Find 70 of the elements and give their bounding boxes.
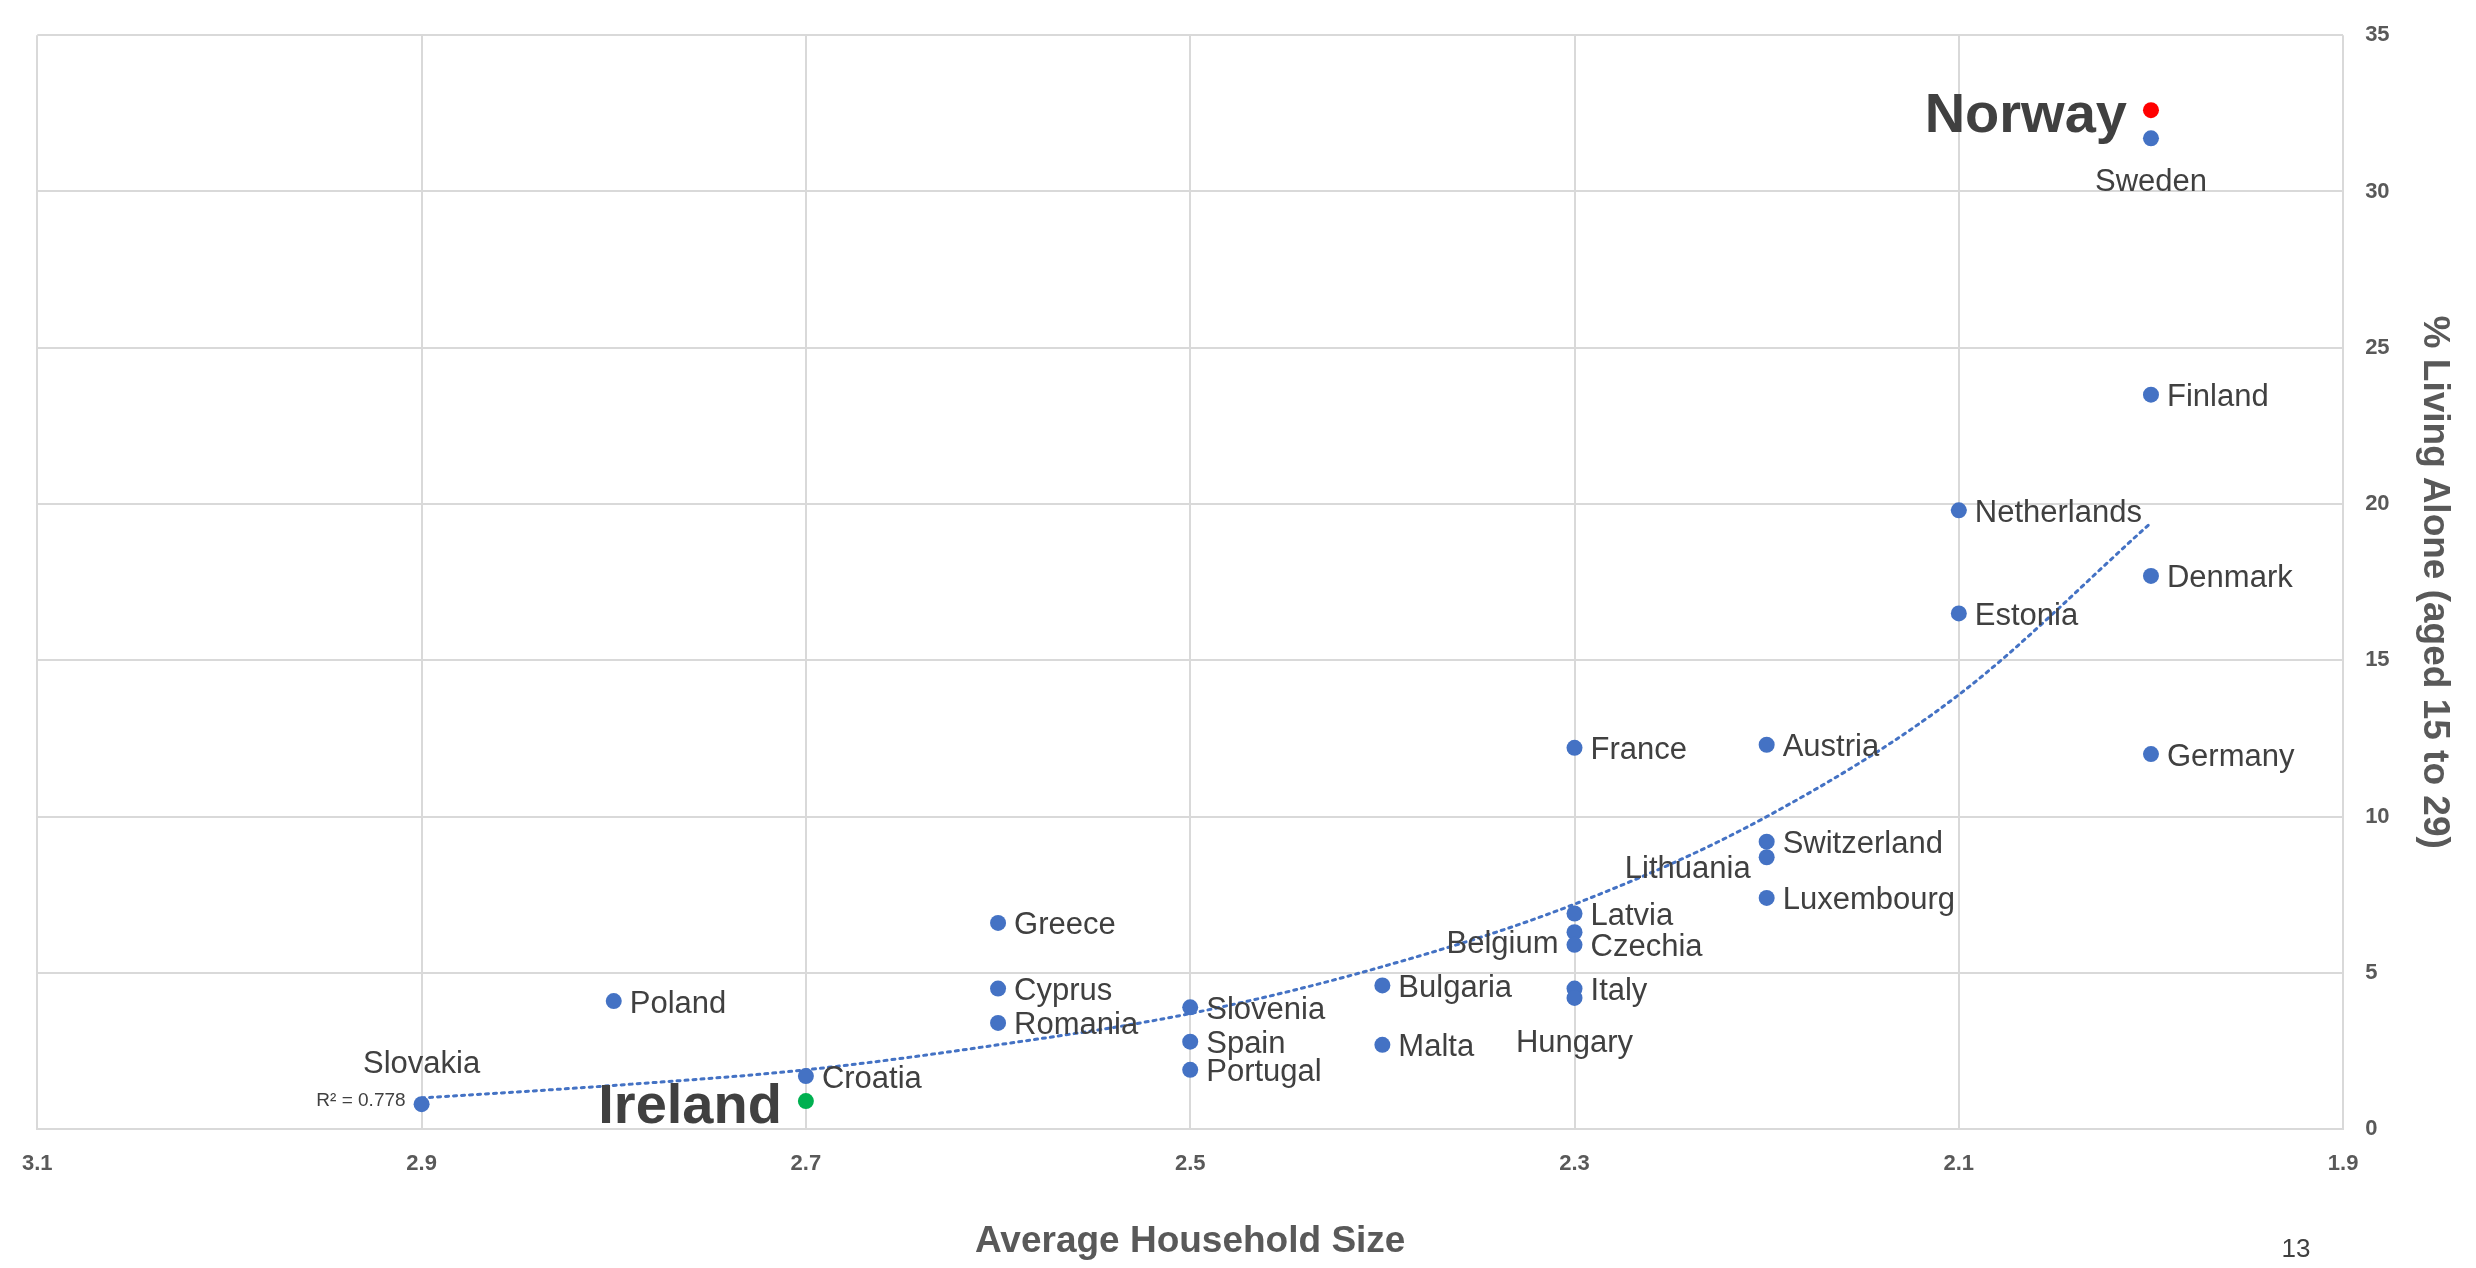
annotation: France [1590, 731, 1687, 767]
y-tick-label: 15 [2365, 646, 2390, 672]
point [2142, 567, 2159, 584]
point [990, 980, 1007, 997]
point [1758, 736, 1775, 753]
point [1566, 739, 1583, 756]
point [797, 1093, 814, 1110]
annotation: Poland [629, 984, 727, 1020]
annotation: Hungary [1515, 1024, 1634, 1060]
point [1950, 605, 1967, 622]
annotation: Slovenia [1206, 990, 1326, 1026]
text: 13 [2281, 1233, 2311, 1264]
point [2142, 102, 2159, 119]
point [2142, 386, 2159, 403]
y-axis-title: % Living Alone (aged 15 to 29) [2415, 315, 2457, 849]
annotation: Slovakia [363, 1044, 481, 1080]
annotation: Norway [1924, 80, 2127, 144]
point [605, 993, 622, 1010]
annotation: Croatia [821, 1059, 923, 1095]
point [1374, 1036, 1391, 1053]
point [1758, 833, 1775, 850]
point [1566, 936, 1583, 953]
annotation: Malta [1398, 1028, 1475, 1064]
point [990, 1014, 1007, 1031]
y-tick-label: 5 [2365, 958, 2378, 984]
y-tick-label: 20 [2365, 490, 2390, 516]
annotation: R² = 0.778 [316, 1089, 406, 1111]
annotation: Estonia [1974, 597, 2079, 632]
x-tick-label: 2.1 [1943, 1150, 1975, 1176]
point [1182, 1033, 1199, 1050]
annotation: Netherlands [1974, 493, 2142, 529]
point [797, 1068, 814, 1085]
x-axis-title: Average Household Size [975, 1219, 1406, 1260]
annotation: Belgium [1446, 924, 1559, 960]
y-tick-label: 0 [2365, 1115, 2378, 1141]
x-tick-label: 2.7 [790, 1150, 822, 1176]
x-tick-label: 1.9 [2327, 1150, 2359, 1176]
annotation: Sweden [2094, 162, 2207, 198]
x-tick-label: 2.5 [1174, 1150, 1206, 1176]
annotation: Spain [1206, 1025, 1286, 1061]
point [1758, 889, 1775, 906]
annotation: Germany [2166, 737, 2295, 773]
point [1182, 999, 1199, 1016]
annotation: Greece [1014, 906, 1116, 942]
point [413, 1096, 430, 1113]
point [1182, 1061, 1199, 1078]
annotation: Luxembourg [1782, 881, 1956, 917]
point [990, 914, 1007, 931]
annotation: Switzerland [1782, 825, 1943, 861]
point [2142, 746, 2159, 763]
point [1374, 977, 1391, 994]
y-tick-label: 30 [2365, 177, 2390, 203]
annotation: Romania [1014, 1006, 1139, 1042]
point [1758, 849, 1775, 866]
x-tick-label: 3.1 [21, 1150, 53, 1176]
annotation: Cyprus [1014, 972, 1113, 1008]
y-tick-label: 25 [2365, 333, 2390, 359]
annotation: Italy [1590, 972, 1648, 1008]
x-tick-label: 2.3 [1559, 1150, 1590, 1176]
annotation: Denmark [2166, 559, 2294, 595]
annotation: Bulgaria [1398, 968, 1513, 1004]
point [1950, 502, 1967, 519]
annotation: Ireland [598, 1071, 782, 1135]
point [2142, 130, 2159, 147]
annotation: Austria [1782, 728, 1880, 764]
annotation: Finland [2166, 378, 2269, 414]
y-tick-label: 10 [2365, 802, 2390, 828]
point [1566, 905, 1583, 922]
y-tick-label: 35 [2365, 21, 2390, 47]
x-tick-label: 2.9 [406, 1150, 437, 1176]
